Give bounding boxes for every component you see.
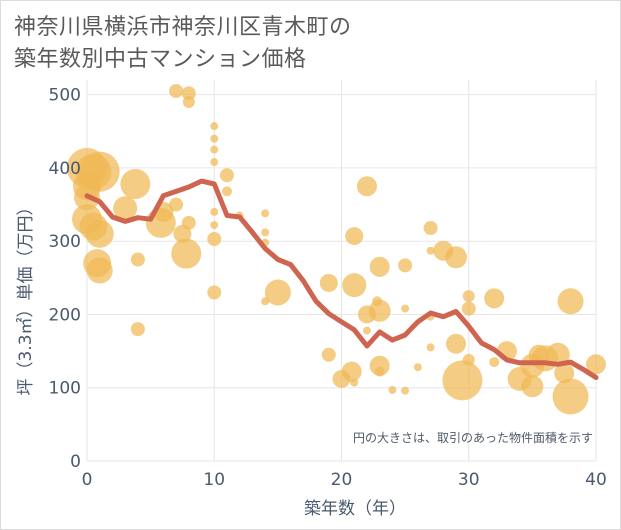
bubble-point: [182, 95, 195, 108]
y-tick-label-0: 0: [70, 452, 81, 472]
bubble-point: [442, 360, 483, 401]
bubble-point: [398, 258, 413, 273]
bubble-point: [401, 386, 410, 395]
y-tick-label-100: 100: [49, 379, 81, 399]
bubble-point: [388, 385, 397, 394]
bubble-point: [210, 134, 219, 143]
bubble-point: [261, 209, 270, 218]
chart-title: 神奈川県横浜市神奈川区青木町の 築年数別中古マンション価格: [14, 12, 352, 76]
bubble-point: [219, 168, 234, 183]
bubble-point: [120, 169, 151, 200]
bubble-point: [462, 353, 475, 366]
bubble-point: [413, 363, 422, 372]
bubble-point: [446, 333, 467, 354]
x-tick-label-30: 30: [458, 470, 480, 490]
y-axis-label: 坪（3.3㎡）単価（万円）: [16, 198, 36, 395]
bubble-point: [169, 83, 184, 98]
x-tick-label-10: 10: [203, 470, 225, 490]
bubble-point: [210, 145, 219, 154]
tick-labels: 0 100 200 300 400 500 0 10 20 30 40: [49, 86, 607, 490]
bubble-size-note: 円の大きさは、取引のあった物件面積を示す: [353, 430, 593, 445]
bubble-point: [171, 238, 202, 269]
bubble-point: [426, 343, 435, 352]
bubble-layer: [67, 83, 606, 415]
bubble-point: [321, 347, 336, 362]
bubble-point: [319, 273, 338, 292]
bubble-point: [369, 355, 390, 376]
chart-title-line-2: 築年数別中古マンション価格: [14, 47, 307, 72]
bubble-point: [362, 326, 371, 335]
bubble-point: [554, 363, 575, 384]
bubble-point: [356, 176, 377, 197]
bubble-point: [374, 366, 385, 377]
bubble-point: [426, 246, 435, 255]
bubble-point: [207, 285, 222, 300]
bubble-point: [210, 158, 219, 167]
bubble-point: [181, 86, 196, 101]
bubble-point: [86, 257, 113, 284]
bubble-point: [130, 252, 145, 267]
bubble-point: [462, 290, 475, 303]
y-tick-label-500: 500: [49, 86, 81, 106]
bubble-point: [113, 196, 138, 221]
bubble-point: [423, 221, 438, 236]
bubble-point: [264, 279, 291, 306]
bubble-point: [461, 301, 476, 316]
y-tick-label-200: 200: [49, 305, 81, 325]
bubble-point: [552, 378, 589, 415]
bubble-point: [345, 227, 364, 246]
grid-lines: [86, 80, 597, 462]
bubble-point: [445, 246, 468, 269]
bubble-point: [368, 299, 391, 322]
bubble-point: [261, 228, 270, 237]
bubble-point: [557, 288, 584, 315]
y-tick-label-300: 300: [49, 232, 81, 252]
y-tick-label-400: 400: [49, 159, 81, 179]
bubble-point: [85, 219, 114, 248]
bubble-point: [210, 207, 219, 216]
chart-title-line-1: 神奈川県横浜市神奈川区青木町の: [14, 15, 352, 40]
bubble-point: [484, 288, 505, 309]
bubble-point: [207, 231, 222, 246]
bubble-point: [342, 273, 367, 298]
x-tick-label-40: 40: [585, 470, 607, 490]
bubble-point: [401, 304, 410, 313]
bubble-point: [586, 354, 606, 375]
bubble-point: [210, 122, 219, 131]
average-price-trend-line: [84, 178, 599, 380]
bubble-point: [521, 375, 544, 398]
bubble-point: [341, 361, 362, 382]
x-tick-label-20: 20: [331, 470, 353, 490]
bubble-point: [181, 215, 196, 230]
trend-line-layer: [84, 178, 599, 380]
bubble-point: [169, 197, 184, 212]
x-axis-label: 築年数（年）: [304, 499, 406, 519]
bubble-point: [210, 221, 219, 230]
bubble-point: [489, 357, 500, 368]
x-tick-label-0: 0: [82, 470, 93, 490]
bubble-point: [369, 256, 390, 277]
bubble-point: [350, 378, 359, 387]
bubble-point: [130, 322, 145, 337]
bubble-point: [221, 186, 232, 197]
